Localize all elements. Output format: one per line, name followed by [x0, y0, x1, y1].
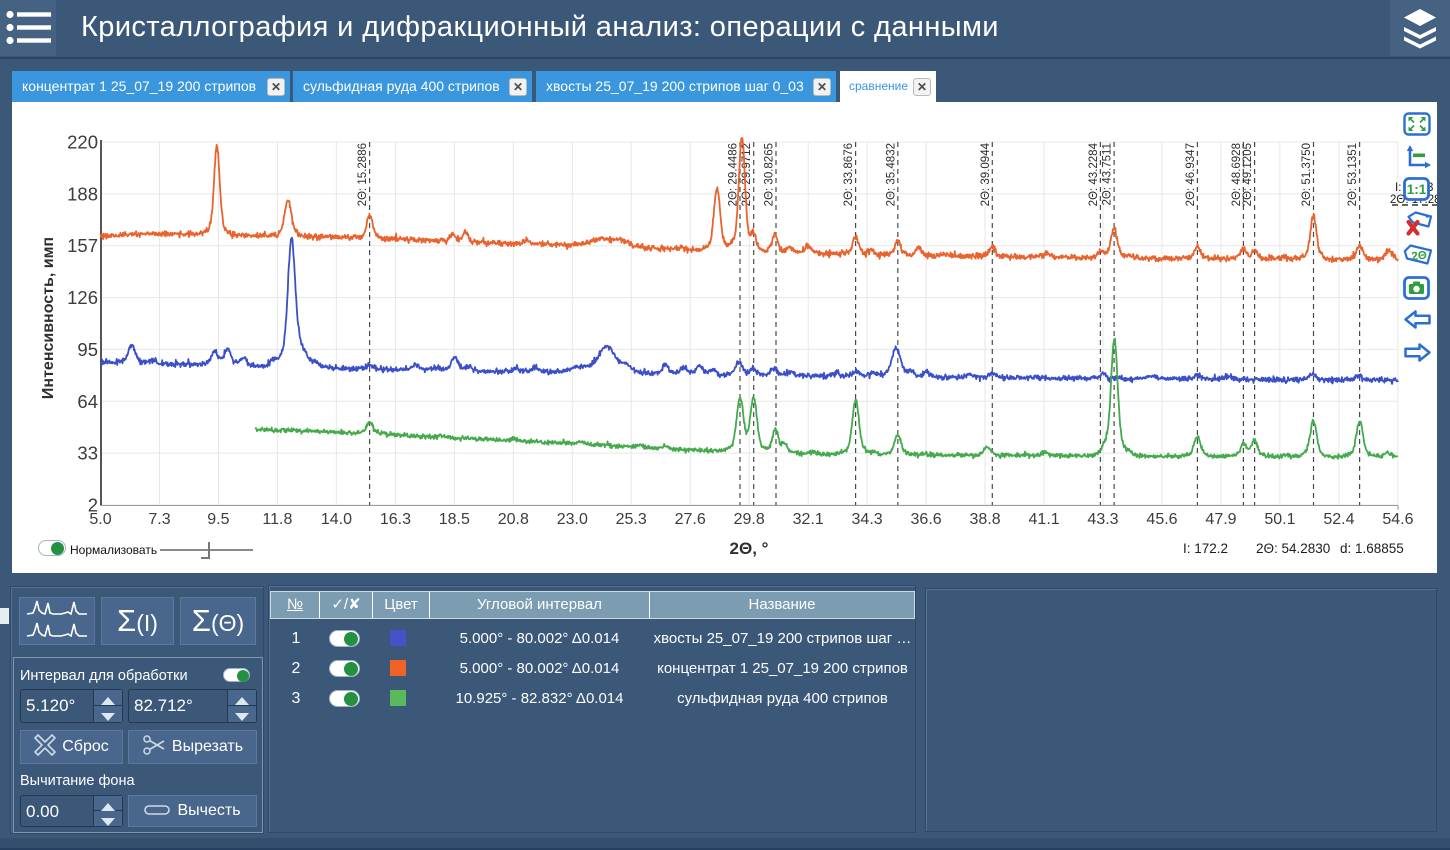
svg-text:54.6: 54.6	[1382, 511, 1413, 528]
svg-text:9.5: 9.5	[207, 511, 229, 528]
svg-text:2Θ, °: 2Θ, °	[730, 539, 769, 558]
svg-text:32.1: 32.1	[793, 511, 824, 528]
svg-text:41.1: 41.1	[1029, 511, 1060, 528]
svg-text:64: 64	[77, 391, 98, 412]
svg-text:2Θ: 53.1351: 2Θ: 53.1351	[1347, 143, 1359, 206]
svg-text:25.3: 25.3	[616, 511, 647, 528]
svg-text:2Θ: 30.8265: 2Θ: 30.8265	[764, 143, 776, 206]
svg-text:2Θ: 43.2284: 2Θ: 43.2284	[1088, 142, 1100, 206]
svg-text:2Θ: 33.8676: 2Θ: 33.8676	[843, 143, 855, 206]
svg-text:11.8: 11.8	[262, 511, 292, 528]
svg-text:27.6: 27.6	[675, 511, 706, 528]
svg-text:2: 2	[88, 495, 98, 516]
svg-text:7.3: 7.3	[148, 511, 170, 528]
svg-text:2Θ: 51.3750: 2Θ: 51.3750	[1301, 143, 1313, 206]
svg-text:29.8: 29.8	[734, 511, 765, 528]
svg-text:43.3: 43.3	[1087, 511, 1118, 528]
svg-text:2Θ: 39.0944: 2Θ: 39.0944	[980, 142, 992, 206]
svg-text:I: 172.2: I: 172.2	[1183, 541, 1228, 556]
svg-text:2Θ: 2Θ	[1411, 249, 1428, 263]
svg-text:2Θ: 46.9347: 2Θ: 46.9347	[1185, 143, 1197, 206]
svg-text:1:1: 1:1	[1407, 182, 1427, 197]
svg-text:2Θ: 15.2886: 2Θ: 15.2886	[357, 143, 369, 206]
svg-text:20.8: 20.8	[498, 511, 529, 528]
svg-text:52.4: 52.4	[1323, 511, 1354, 528]
svg-text:50.1: 50.1	[1264, 511, 1295, 528]
svg-text:2Θ: 35.4832: 2Θ: 35.4832	[885, 143, 897, 206]
svg-text:d: 1.68855: d: 1.68855	[1340, 541, 1404, 556]
svg-text:2Θ: 29.4486: 2Θ: 29.4486	[728, 143, 740, 206]
svg-text:16.3: 16.3	[380, 511, 411, 528]
svg-text:188: 188	[67, 183, 98, 204]
svg-text:5.0: 5.0	[89, 511, 111, 528]
svg-text:47.9: 47.9	[1205, 511, 1236, 528]
svg-text:2Θ: 49.1205: 2Θ: 49.1205	[1242, 143, 1254, 206]
svg-text:18.5: 18.5	[439, 511, 470, 528]
svg-text:2Θ: 48.6928: 2Θ: 48.6928	[1231, 143, 1243, 206]
svg-text:95: 95	[77, 339, 98, 360]
svg-text:14.0: 14.0	[321, 511, 352, 528]
svg-text:45.6: 45.6	[1146, 511, 1177, 528]
svg-text:33: 33	[77, 443, 98, 464]
svg-text:2Θ: 43.7511: 2Θ: 43.7511	[1102, 143, 1114, 205]
svg-text:36.6: 36.6	[911, 511, 942, 528]
svg-text:34.3: 34.3	[852, 511, 883, 528]
svg-text:2Θ: 54.2830: 2Θ: 54.2830	[1256, 541, 1330, 556]
svg-text:Интенсивность, имп: Интенсивность, имп	[40, 237, 57, 399]
svg-text:126: 126	[67, 287, 98, 308]
svg-text:220: 220	[67, 132, 98, 153]
svg-text:23.0: 23.0	[557, 511, 588, 528]
svg-text:157: 157	[67, 235, 98, 256]
svg-text:38.8: 38.8	[970, 511, 1001, 528]
